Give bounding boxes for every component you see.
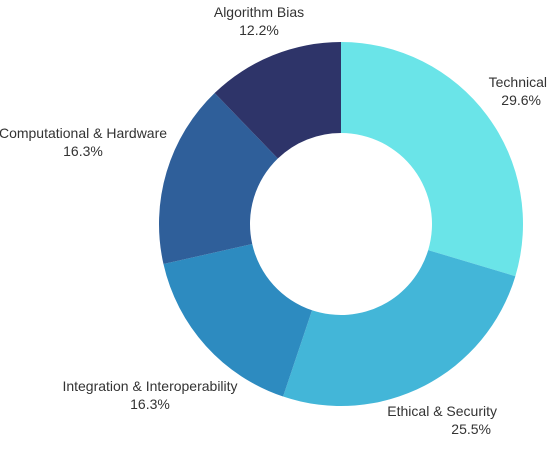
slice-value-label: 12.2%	[239, 22, 279, 38]
slice-value-label: 16.3%	[63, 143, 103, 159]
slice-value-label: 29.6%	[501, 92, 541, 108]
slice-ethical-security	[283, 250, 516, 406]
slice-value-label: 16.3%	[130, 396, 170, 412]
slice-label: Ethical & Security	[387, 403, 497, 419]
labels-group: Technical 29.6% Ethical & Security 25.5% Int…	[0, 4, 547, 437]
slice-label: Technical	[489, 74, 547, 90]
slice-value-label: 25.5%	[451, 421, 491, 437]
slice-label: Algorithm Bias	[214, 4, 304, 20]
slice-label: Integration & Interoperability	[62, 378, 237, 394]
slice-technical	[341, 42, 523, 277]
slices-group	[159, 41, 523, 406]
slice-integration-interoperability	[163, 244, 313, 397]
slice-label: Computational & Hardware	[0, 125, 167, 141]
slice-algorithm-bias	[214, 41, 341, 159]
slice-computational-hardware	[159, 93, 278, 265]
